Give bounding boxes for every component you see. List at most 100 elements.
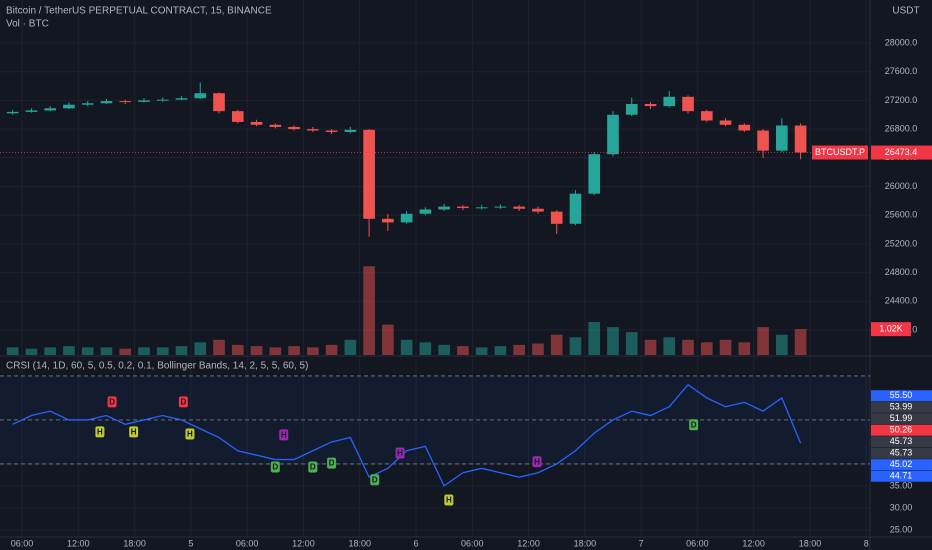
candle-body — [607, 114, 619, 155]
divergence-marker — [95, 426, 105, 438]
candle-body — [344, 129, 357, 132]
chart-title: Bitcoin / TetherUS PERPETUAL CONTRACT, 1… — [6, 6, 272, 17]
volume-bar — [682, 339, 694, 355]
volume-bar — [81, 347, 94, 355]
price-tag-symbol-box — [812, 145, 868, 160]
volume-bar — [625, 332, 638, 355]
volume-bar — [100, 347, 113, 355]
volume-bar — [344, 339, 357, 355]
x-tick-label: 7 — [639, 538, 644, 548]
candle-body — [569, 193, 582, 224]
divergence-marker — [395, 447, 405, 459]
x-tick-label: 18:00 — [123, 538, 146, 548]
candle-body — [269, 124, 282, 127]
candle-body — [663, 96, 676, 107]
crsi-tag-box — [871, 470, 932, 482]
divergence-marker — [279, 429, 289, 441]
candle-body — [156, 99, 169, 101]
crsi-tick-label: 30.00 — [890, 502, 913, 512]
divergence-marker — [129, 426, 139, 438]
volume-bar — [194, 342, 207, 355]
volume-bar — [776, 334, 788, 355]
volume-tag: 1.02K — [879, 324, 903, 334]
y-tick-label: 25200.0 — [885, 238, 918, 248]
candle-body — [213, 93, 225, 112]
crsi-title: CRSI (14, 1D, 60, 5, 0.5, 0.2, 0.1, Boll… — [6, 361, 308, 372]
candle-body — [550, 211, 563, 224]
candle-body — [532, 208, 544, 212]
volume-bar — [607, 327, 619, 355]
x-tick-label: 12:00 — [67, 538, 90, 548]
divergence-label: H — [281, 431, 287, 440]
volume-bar — [494, 346, 507, 355]
volume-bar — [550, 334, 563, 355]
candle-body — [81, 103, 94, 105]
volume-bar — [532, 343, 544, 355]
crsi-tick-label: 35.00 — [890, 480, 913, 490]
candle-body — [138, 100, 150, 102]
crsi-line — [12, 383, 802, 487]
x-tick-label: 8 — [864, 538, 869, 548]
volume-bar — [231, 344, 244, 355]
volume-bar — [419, 342, 432, 355]
y-tick-label: 26800.0 — [885, 123, 918, 133]
volume-bar — [63, 346, 75, 355]
volume-bar — [588, 322, 601, 355]
candle-body — [44, 108, 56, 111]
volume-bar — [738, 342, 751, 355]
volume-bar — [269, 347, 282, 355]
x-tick-label: 06:00 — [11, 538, 34, 548]
volume-bar — [6, 347, 19, 355]
volume-bar — [475, 347, 488, 355]
volume-title: Vol · BTC — [6, 19, 49, 30]
divergence-marker — [308, 461, 318, 473]
candle-body — [231, 111, 244, 122]
candle-body — [419, 209, 432, 214]
x-tick-label: 18:00 — [574, 538, 597, 548]
crsi-tag-box — [871, 424, 932, 436]
crsi-tick-label: 25.00 — [890, 524, 913, 534]
volume-bar — [250, 346, 263, 355]
candle-body — [513, 206, 526, 209]
candle-body — [288, 126, 300, 130]
candle-body — [700, 111, 713, 121]
crsi-tag-box — [871, 459, 932, 471]
candle-body — [494, 206, 507, 208]
divergence-label: H — [446, 496, 452, 505]
y-unit: USDT — [892, 6, 919, 17]
volume-tag-box — [871, 322, 911, 337]
divergence-label: H — [131, 427, 137, 436]
volume-bar — [400, 339, 413, 355]
x-tick-label: 6 — [413, 538, 418, 548]
x-tick-label: 18:00 — [348, 538, 371, 548]
candle-body — [457, 206, 469, 209]
divergence-label: D — [329, 459, 335, 468]
divergence-label: D — [691, 420, 697, 429]
volume-bar — [513, 344, 526, 355]
volume-bar — [457, 346, 469, 355]
volume-bar — [175, 346, 188, 355]
candle-body — [400, 213, 413, 223]
volume-bar — [44, 347, 56, 355]
candle-body — [6, 111, 19, 114]
crsi-tag-box — [871, 390, 932, 402]
divergence-marker — [444, 494, 454, 506]
x-tick-label: 06:00 — [236, 538, 259, 548]
y-tick-label: 25600.0 — [885, 210, 918, 220]
candle-body — [194, 93, 207, 99]
candle-body — [438, 206, 450, 210]
volume-bar — [307, 347, 319, 355]
volume-bar — [156, 347, 169, 355]
divergence-marker — [107, 396, 117, 408]
volume-bar — [569, 337, 582, 355]
crsi-tag: 45.02 — [890, 459, 913, 469]
price-tag-box — [871, 145, 932, 160]
volume-bar — [438, 344, 450, 355]
volume-bar — [25, 348, 38, 355]
volume-bar — [382, 324, 394, 355]
volume-bar — [119, 348, 132, 355]
divergence-marker — [185, 428, 195, 440]
candle-body — [644, 103, 657, 107]
x-tick-label: 06:00 — [461, 538, 484, 548]
